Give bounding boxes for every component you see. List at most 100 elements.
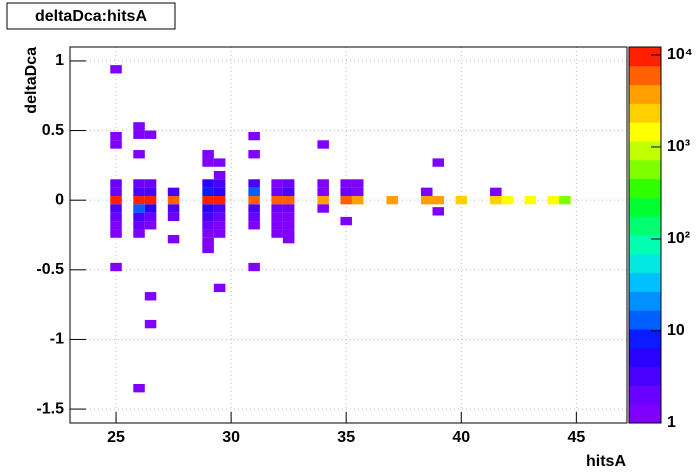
heatmap-cell bbox=[167, 235, 180, 244]
heatmap-cell bbox=[202, 212, 214, 222]
heatmap-cell bbox=[317, 196, 329, 205]
heatmap-cell bbox=[248, 204, 260, 213]
colorbar-step bbox=[629, 103, 661, 123]
plot-frame bbox=[69, 46, 628, 424]
heatmap-cell bbox=[144, 204, 157, 213]
heatmap-cell bbox=[271, 221, 283, 230]
heatmap-cell bbox=[490, 196, 502, 205]
heatmap-cell bbox=[110, 140, 122, 149]
heatmap-cell bbox=[144, 196, 157, 205]
x-tick-label: 25 bbox=[107, 429, 125, 446]
heatmap-cell bbox=[167, 204, 180, 213]
heatmap-cell bbox=[202, 244, 214, 254]
heatmap-cell bbox=[248, 196, 260, 205]
colorbar-step bbox=[629, 216, 661, 236]
colorbar-step bbox=[629, 291, 661, 311]
heatmap-cell bbox=[144, 319, 157, 329]
heatmap-cell bbox=[110, 229, 122, 238]
heatmap-cell bbox=[133, 384, 145, 393]
heatmap-cell bbox=[144, 221, 157, 230]
heatmap-cell bbox=[455, 196, 468, 205]
heatmap-cell bbox=[202, 196, 214, 205]
heatmap-cell bbox=[317, 179, 329, 188]
y-tick-label: 0 bbox=[55, 191, 64, 208]
heatmap-cell bbox=[559, 196, 571, 205]
colorbar-step bbox=[629, 272, 661, 292]
heatmap-cell bbox=[144, 212, 157, 222]
heatmap-cell bbox=[202, 204, 214, 213]
heatmap-cell bbox=[133, 229, 145, 238]
colorbar-step bbox=[629, 404, 661, 424]
x-tick-label: 45 bbox=[567, 429, 585, 446]
colorbar-step bbox=[629, 329, 661, 349]
x-tick-label: 40 bbox=[452, 429, 470, 446]
colorbar-step bbox=[629, 47, 661, 67]
heatmap-cell bbox=[213, 229, 226, 238]
x-tick-label: 35 bbox=[337, 429, 355, 446]
heatmap-cell bbox=[202, 179, 214, 188]
heatmap-cell bbox=[213, 212, 226, 222]
heatmap-cell bbox=[271, 212, 283, 222]
heatmap-cell bbox=[133, 122, 145, 131]
heatmap-cell bbox=[271, 229, 283, 238]
heatmap-cell bbox=[110, 131, 122, 141]
x-axis-label: hitsA bbox=[586, 453, 626, 470]
y-tick-label: 0.5 bbox=[42, 122, 64, 139]
colorbar-step bbox=[629, 84, 661, 104]
heatmap-cell bbox=[213, 283, 226, 293]
colorbar-step bbox=[629, 141, 661, 161]
colorbar-frame bbox=[628, 46, 662, 424]
heatmap-cell bbox=[282, 235, 295, 244]
heatmap-cell bbox=[202, 221, 214, 230]
heatmap-cell bbox=[271, 179, 283, 188]
heatmap-cell bbox=[490, 187, 502, 197]
heatmap-cell bbox=[282, 212, 295, 222]
plot-area bbox=[70, 47, 627, 423]
heatmap-cell bbox=[133, 212, 145, 222]
heatmap-cell bbox=[282, 229, 295, 238]
heatmap-cell bbox=[340, 179, 352, 188]
heatmap-cell bbox=[271, 204, 283, 213]
z-tick-label: 10³ bbox=[667, 138, 690, 155]
heatmap-cell bbox=[133, 221, 145, 230]
heatmap-cell bbox=[386, 196, 398, 205]
heatmap-cell bbox=[133, 130, 145, 139]
y-tick-label: 1 bbox=[55, 52, 64, 69]
heatmap-cell bbox=[213, 187, 226, 197]
heatmap-cell bbox=[421, 196, 433, 205]
chart-title: deltaDca:hitsA bbox=[35, 8, 147, 25]
heatmap-cell bbox=[133, 179, 145, 188]
z-tick-label: 10⁴ bbox=[667, 46, 693, 63]
heatmap-cell bbox=[282, 187, 295, 197]
colorbar-step bbox=[629, 347, 661, 368]
title-box bbox=[6, 2, 176, 30]
y-axis-label: deltaDca bbox=[23, 47, 40, 114]
heatmap-cell bbox=[248, 131, 260, 141]
heatmap-cell bbox=[432, 158, 445, 167]
heatmap-cell bbox=[421, 187, 433, 197]
heatmap-cell bbox=[202, 237, 214, 247]
heatmap-cell bbox=[317, 204, 329, 213]
heatmap-cell bbox=[432, 196, 445, 205]
heatmap-cell bbox=[248, 187, 260, 197]
heatmap-cell bbox=[340, 196, 352, 205]
colorbar-step bbox=[629, 310, 661, 330]
colorbar-step bbox=[629, 65, 661, 86]
heatmap-cell bbox=[144, 179, 157, 188]
heatmap-cell bbox=[110, 65, 122, 74]
colorbar-step bbox=[629, 122, 661, 142]
colorbar-step bbox=[629, 178, 661, 198]
heatmap-cell bbox=[213, 204, 226, 213]
heatmap-cell bbox=[547, 196, 560, 205]
heatmap-cell bbox=[167, 187, 180, 197]
heatmap-cell bbox=[133, 187, 145, 197]
heatmap-cell bbox=[213, 170, 226, 180]
colorbar-step bbox=[629, 385, 661, 405]
heatmap-cell bbox=[317, 140, 329, 149]
heatmap-cell bbox=[167, 196, 180, 205]
heatmap-cell bbox=[213, 179, 226, 188]
heatmap-cell bbox=[110, 212, 122, 222]
heatmap-cell bbox=[144, 187, 157, 197]
